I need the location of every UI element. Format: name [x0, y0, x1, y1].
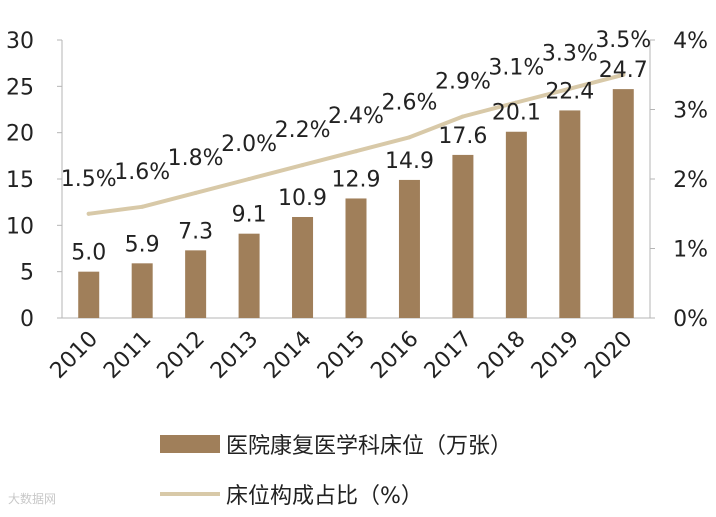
bar [559, 110, 581, 318]
line-point [86, 211, 91, 216]
left-tick-label: 5 [20, 261, 34, 286]
line-data-labels: 1.5%1.6%1.8%2.0%2.2%2.4%2.6%2.9%3.1%3.3%… [61, 28, 651, 192]
bar-data-labels: 5.0 5.9 7.3 9.1 10.912.914.917.620.122.424.7 [71, 58, 648, 266]
bar-data-label: 7.3 [178, 219, 213, 244]
line-data-label: 2.2% [275, 118, 331, 143]
x-tick-label: 2017 [420, 327, 477, 384]
line-data-label: 3.5% [595, 28, 651, 53]
line-data-label: 2.6% [382, 90, 438, 115]
bar [612, 89, 634, 318]
bar-data-label: 12.9 [332, 167, 381, 192]
bar-data-label: 17.6 [438, 124, 487, 149]
bar-data-label: 5.9 [125, 232, 160, 257]
legend-line-label: 床位构成占比（%） [226, 484, 423, 509]
bar-data-label: 14.9 [385, 149, 434, 174]
line-point [514, 100, 519, 105]
right-tick-label: 0% [673, 307, 708, 332]
x-tick-label: 2012 [153, 327, 210, 384]
bar-data-label: 10.9 [278, 186, 327, 211]
line-point [140, 204, 145, 209]
bar-data-label: 20.1 [492, 101, 541, 126]
line-data-label: 1.6% [114, 160, 170, 185]
line-data-label: 1.5% [61, 167, 117, 192]
x-tick-label: 2019 [527, 327, 584, 384]
line-data-label: 3.3% [542, 42, 598, 67]
bar [452, 154, 474, 318]
bar-series [78, 89, 634, 318]
bar-data-label: 9.1 [232, 203, 267, 228]
bar-data-label: 5.0 [71, 241, 106, 266]
line-data-label: 2.9% [435, 69, 491, 94]
left-tick-label: 25 [6, 75, 34, 100]
right-y-axis: 0% 1% 2% 3% 4% [649, 29, 708, 332]
x-tick-label: 2016 [366, 327, 423, 384]
left-tick-label: 15 [6, 168, 34, 193]
bar [505, 131, 527, 318]
line-data-label: 2.4% [328, 104, 384, 129]
x-tick-label: 2010 [46, 327, 103, 384]
right-tick-label: 3% [673, 99, 708, 124]
line-point [247, 177, 252, 181]
bar-data-label: 24.7 [599, 58, 648, 83]
line-point [354, 149, 358, 154]
line-data-label: 3.1% [488, 56, 544, 81]
bar [398, 179, 420, 318]
line-path [86, 72, 626, 216]
legend-line-swatch [160, 492, 220, 496]
bar [345, 198, 367, 318]
line-point [407, 135, 412, 140]
line-series [86, 72, 626, 216]
legend-bar-label: 医院康复医学科床位（万张） [226, 434, 513, 459]
right-tick-label: 1% [673, 238, 708, 263]
bar [78, 271, 100, 318]
bar-data-label: 22.4 [545, 79, 594, 104]
line-point [567, 86, 572, 91]
x-tick-label: 2013 [206, 327, 263, 384]
legend-bar-swatch [160, 435, 220, 453]
x-tick-label: 2015 [313, 327, 370, 384]
left-y-axis: 0 5 10 15 20 25 30 [6, 29, 650, 332]
line-point [621, 72, 626, 77]
bar [238, 233, 260, 318]
left-tick-label: 20 [6, 122, 34, 147]
watermark: 大数据网 [8, 492, 57, 506]
x-tick-label: 2020 [580, 327, 637, 384]
line-data-label: 1.8% [168, 146, 224, 171]
bar [185, 250, 207, 318]
chart: 0 5 10 15 20 25 30 0% 1% 2% 3% 4% 5.0 5.9 7.3 9.1 10.9… [6, 28, 708, 384]
x-tick-label: 2011 [99, 327, 156, 384]
line-point [460, 114, 465, 119]
x-tick-label: 2018 [473, 327, 530, 384]
line-point [300, 163, 305, 168]
x-axis-tick-labels: 2010201120122013201420152016201720182019… [46, 327, 638, 384]
bar [131, 263, 153, 318]
bar [292, 216, 314, 318]
line-point [193, 190, 198, 195]
x-tick-label: 2014 [260, 327, 317, 384]
left-tick-label: 0 [20, 307, 34, 332]
right-tick-label: 2% [673, 168, 708, 193]
legend-item-line: 床位构成占比（%） [160, 478, 423, 510]
legend-item-bar: 医院康复医学科床位（万张） [160, 428, 512, 460]
right-tick-label: 4% [673, 29, 708, 54]
line-data-label: 2.0% [221, 132, 277, 157]
left-tick-label: 10 [6, 214, 34, 239]
left-tick-label: 30 [6, 29, 34, 54]
